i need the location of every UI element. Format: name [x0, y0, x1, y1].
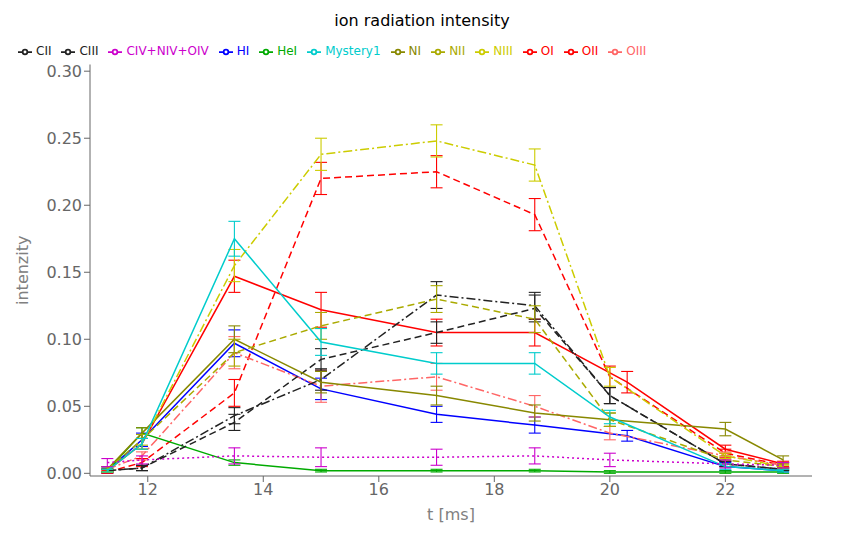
html-text:CIII: CIII	[79, 44, 99, 58]
svg-text:22: 22	[715, 480, 735, 499]
html-text:CII: CII	[36, 44, 52, 58]
svg-text:0.15: 0.15	[46, 263, 82, 282]
html-text:ion radiation intensity: ion radiation intensity	[334, 11, 510, 30]
svg-text:0.20: 0.20	[46, 196, 82, 215]
html-text:HeI: HeI	[277, 44, 298, 58]
svg-text:0.05: 0.05	[46, 397, 82, 416]
svg-text:12: 12	[138, 480, 158, 499]
html-text:Mystery1: Mystery1	[325, 44, 381, 58]
svg-text:16: 16	[369, 480, 389, 499]
html-text:OI: OI	[540, 44, 554, 58]
html-text:OIII: OIII	[626, 44, 647, 58]
svg-text:t [ms]: t [ms]	[427, 505, 475, 524]
html-text:HI: HI	[236, 44, 250, 58]
svg-text:14: 14	[253, 480, 273, 499]
html-text:NII: NII	[449, 44, 466, 58]
svg-text:0.25: 0.25	[46, 129, 82, 148]
svg-text:0.00: 0.00	[46, 464, 82, 483]
html-text:NIII: NIII	[493, 44, 513, 58]
svg-text:0.10: 0.10	[46, 330, 82, 349]
svg-text:18: 18	[484, 480, 504, 499]
svg-text:0.30: 0.30	[46, 62, 82, 81]
html-text:OII: OII	[581, 44, 599, 58]
html-text:CIV+NIV+OIV: CIV+NIV+OIV	[126, 44, 209, 58]
svg-text:intenzity: intenzity	[13, 236, 32, 305]
html-text:NI: NI	[408, 44, 422, 58]
svg-text:20: 20	[600, 480, 620, 499]
